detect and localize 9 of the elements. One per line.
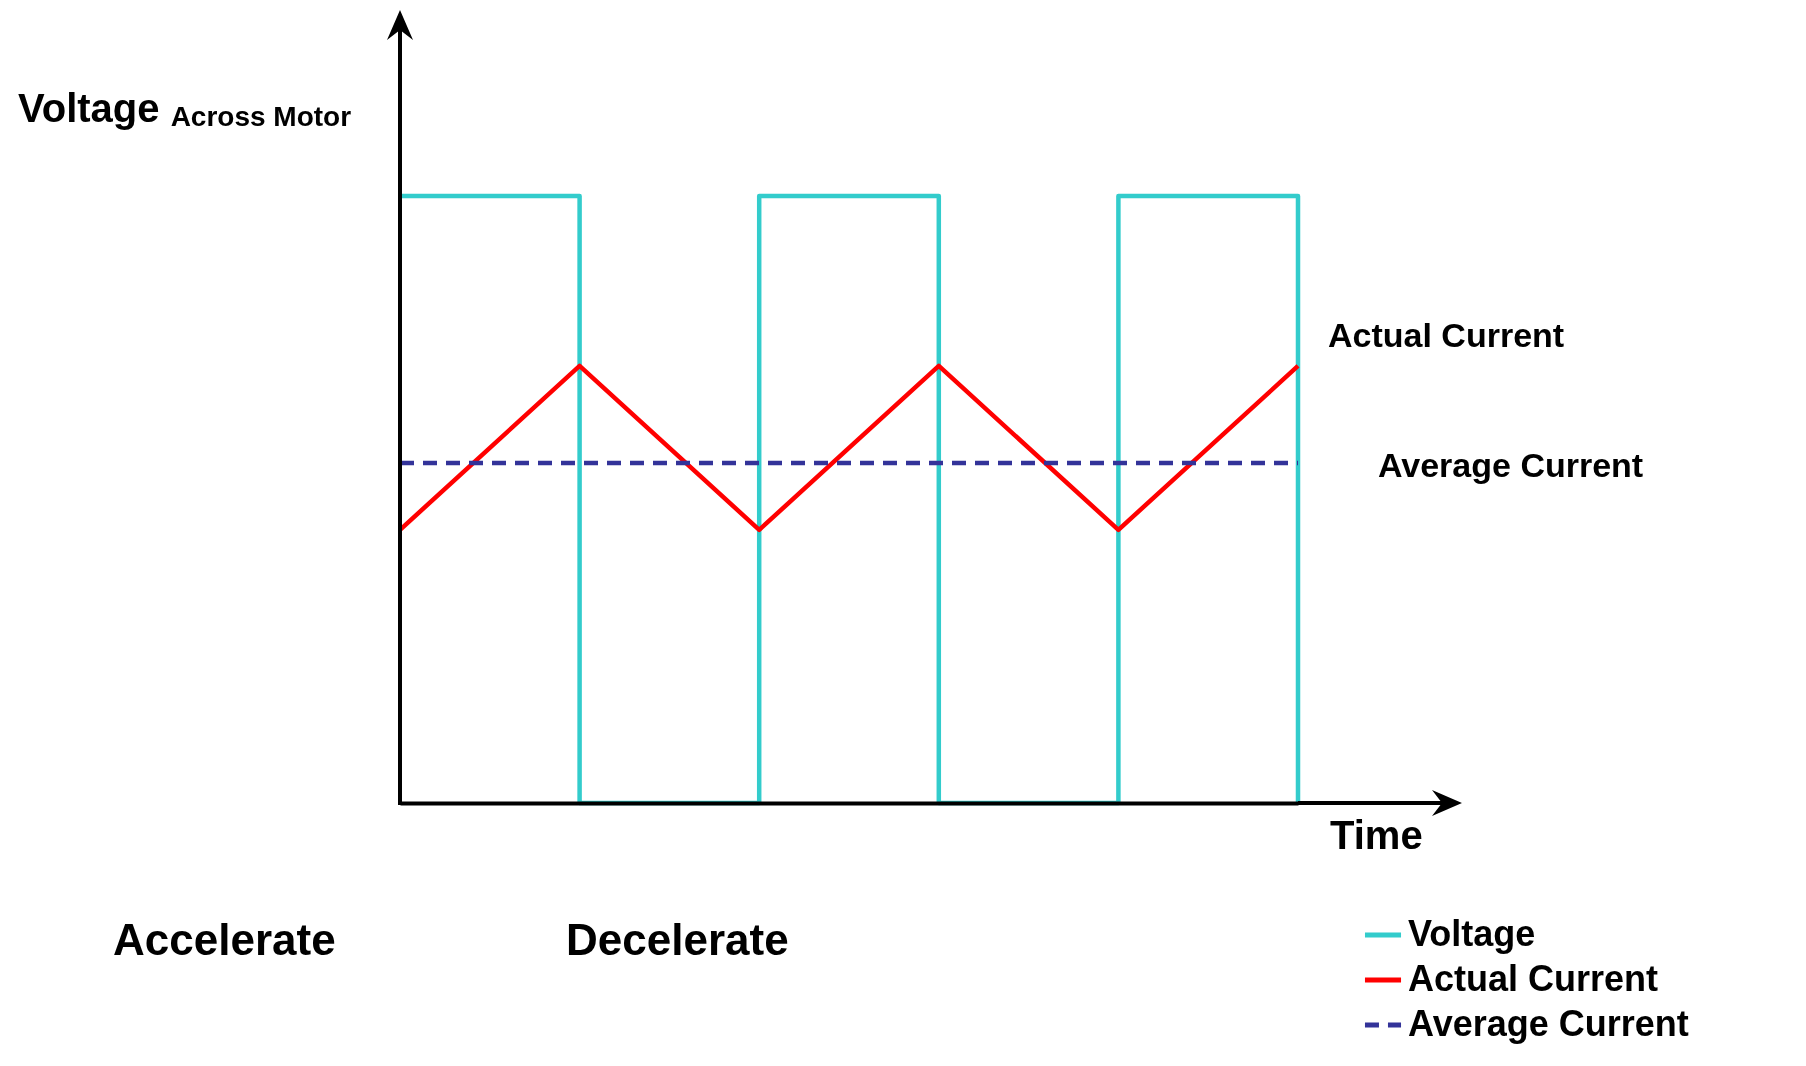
text: Decelerate (566, 915, 789, 964)
text: Accelerate (113, 915, 336, 964)
text: Actual Current (1328, 316, 1565, 354)
text: Average Current (1378, 446, 1644, 484)
legend-label: Actual Current (1408, 958, 1659, 999)
y-axis-title: Voltage $_{Across Motor}$ (18, 86, 352, 133)
legend-label: Average Current (1408, 1003, 1689, 1044)
x-axis-title: Time (1330, 813, 1423, 857)
legend-label: Voltage (1408, 913, 1536, 954)
